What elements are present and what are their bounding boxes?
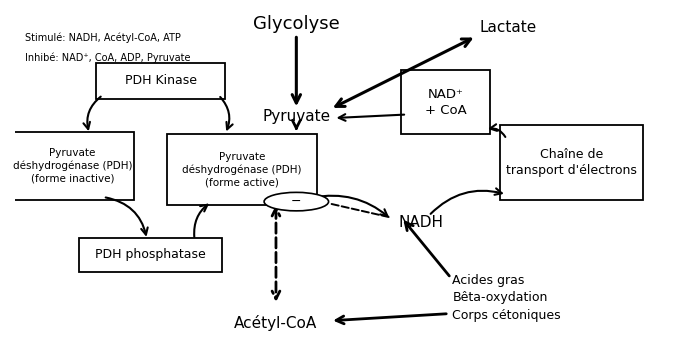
Text: NADH: NADH (398, 216, 443, 231)
Text: Acides gras
Bêta-oxydation
Corps cétoniques: Acides gras Bêta-oxydation Corps cétoniq… (452, 273, 561, 322)
Text: Acétyl-CoA: Acétyl-CoA (235, 315, 318, 331)
Text: Glycolyse: Glycolyse (253, 15, 339, 33)
FancyBboxPatch shape (96, 63, 226, 99)
Text: PDH Kinase: PDH Kinase (125, 74, 196, 87)
Text: Pyruvate
déshydrogénase (PDH)
(forme active): Pyruvate déshydrogénase (PDH) (forme act… (183, 152, 302, 187)
Text: −: − (291, 195, 302, 208)
Text: Pyruvate: Pyruvate (262, 109, 330, 124)
Ellipse shape (264, 192, 328, 211)
FancyBboxPatch shape (11, 132, 134, 200)
Text: NAD⁺
+ CoA: NAD⁺ + CoA (425, 87, 466, 116)
Text: Lactate: Lactate (480, 20, 536, 35)
FancyBboxPatch shape (79, 238, 222, 272)
FancyBboxPatch shape (401, 70, 490, 134)
FancyBboxPatch shape (500, 125, 643, 200)
Text: PDH phosphatase: PDH phosphatase (95, 248, 206, 261)
Text: Stimulé: NADH, Acétyl-CoA, ATP: Stimulé: NADH, Acétyl-CoA, ATP (25, 33, 180, 43)
FancyBboxPatch shape (167, 134, 317, 205)
Text: Chaîne de
transport d'électrons: Chaîne de transport d'électrons (506, 148, 636, 177)
Text: Pyruvate
déshydrogénase (PDH)
(forme inactive): Pyruvate déshydrogénase (PDH) (forme ina… (12, 148, 132, 184)
Text: Inhibé: NAD⁺, CoA, ADP, Pyruvate: Inhibé: NAD⁺, CoA, ADP, Pyruvate (25, 52, 190, 63)
